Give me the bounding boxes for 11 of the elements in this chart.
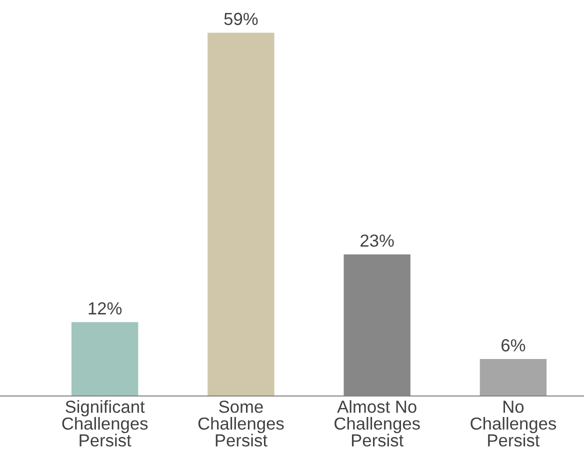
x-tick-label: Significant Challenges Persist xyxy=(62,400,148,447)
x-tick-label: Almost No Challenges Persist xyxy=(334,400,420,447)
data-label: 12% xyxy=(88,302,122,314)
data-label: 59% xyxy=(224,12,258,26)
x-tick-label: No Challenges Persist xyxy=(470,400,556,447)
data-label: 6% xyxy=(502,339,526,352)
bar xyxy=(208,32,274,396)
bar xyxy=(71,322,138,396)
x-tick-label: Some Challenges Persist xyxy=(198,400,284,447)
bar xyxy=(480,359,547,396)
data-label: 23% xyxy=(360,234,394,247)
